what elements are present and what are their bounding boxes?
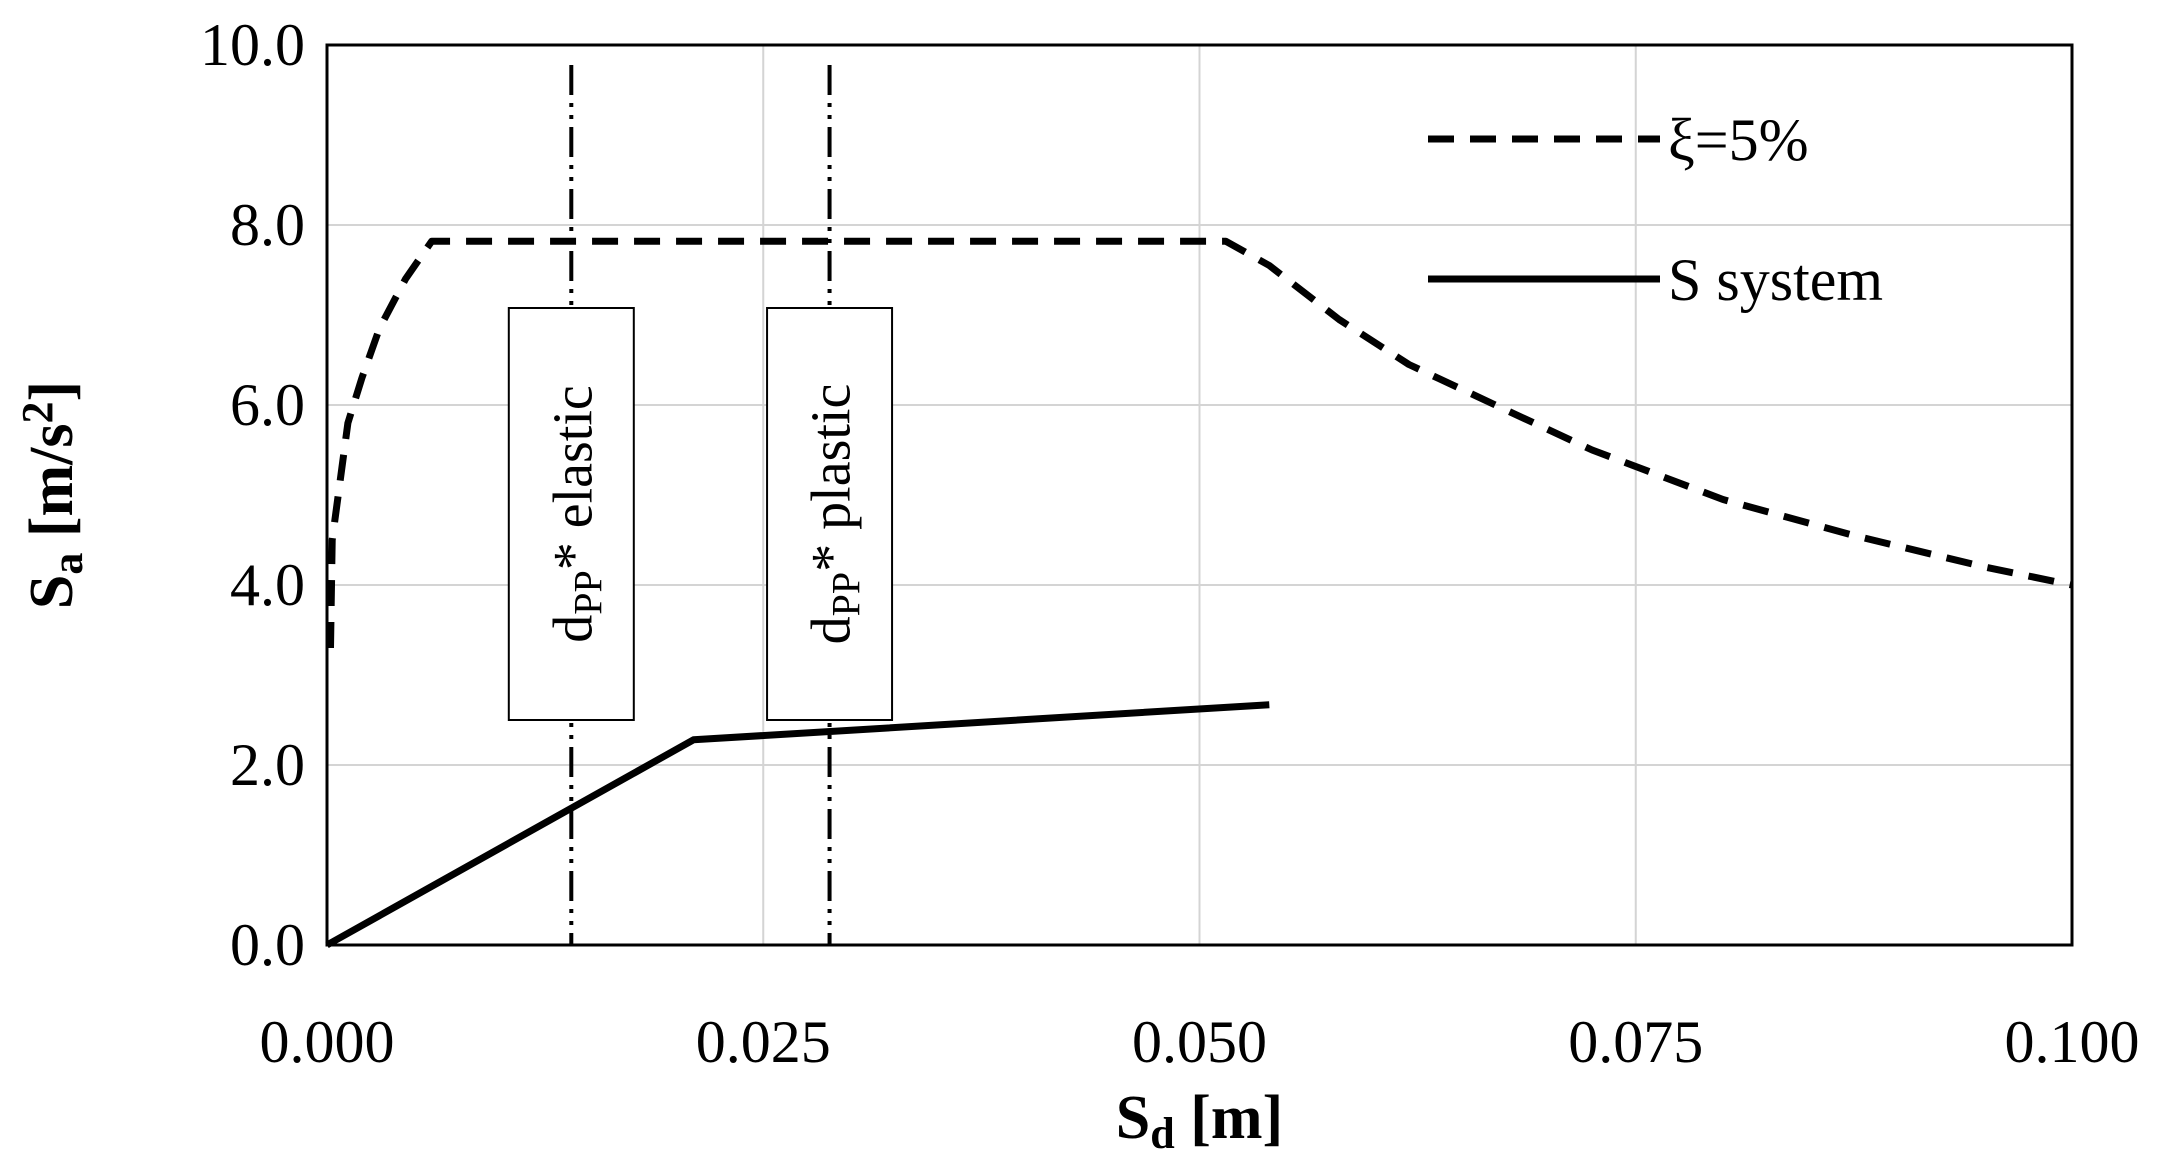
legend-label-s-system: S system: [1668, 247, 1883, 313]
x-tick-label: 0.025: [696, 1009, 831, 1075]
y-tick-label: 0.0: [230, 912, 305, 978]
marker-label: dPP* elastic: [542, 385, 610, 643]
plot-area-border: [325, 43, 2074, 947]
marker-label-box: [507, 307, 635, 721]
marker-label-box: [766, 307, 894, 721]
y-tick-label: 8.0: [230, 192, 305, 258]
y-tick-label: 10.0: [200, 12, 305, 78]
x-tick-labels: 0.000 0.025 0.050 0.075 0.100: [260, 1009, 2140, 1075]
x-tick-label: 0.100: [2005, 1009, 2140, 1075]
legend: ξ=5% S system: [1428, 107, 1883, 313]
y-tick-label: 2.0: [230, 732, 305, 798]
series-group: [325, 237, 2073, 949]
y-tick-label: 4.0: [230, 552, 305, 618]
series-line-1: [325, 701, 1270, 949]
x-axis-title: Sd [m]: [1116, 1084, 1283, 1158]
x-tick-label: 0.075: [1568, 1009, 1703, 1075]
y-axis-title: Sa [m/s2]: [13, 381, 92, 609]
series-line-0: [327, 237, 2073, 649]
x-tick-label: 0.050: [1132, 1009, 1267, 1075]
x-tick-label: 0.000: [260, 1009, 395, 1075]
legend-label-xi: ξ=5%: [1668, 107, 1809, 173]
y-tick-labels: 0.0 2.0 4.0 6.0 8.0 10.0: [200, 12, 305, 978]
marker-label: dPP* plastic: [801, 384, 869, 645]
vertical-markers: dPP* elastic dPP* plastic: [507, 65, 894, 945]
y-tick-label: 6.0: [230, 372, 305, 438]
